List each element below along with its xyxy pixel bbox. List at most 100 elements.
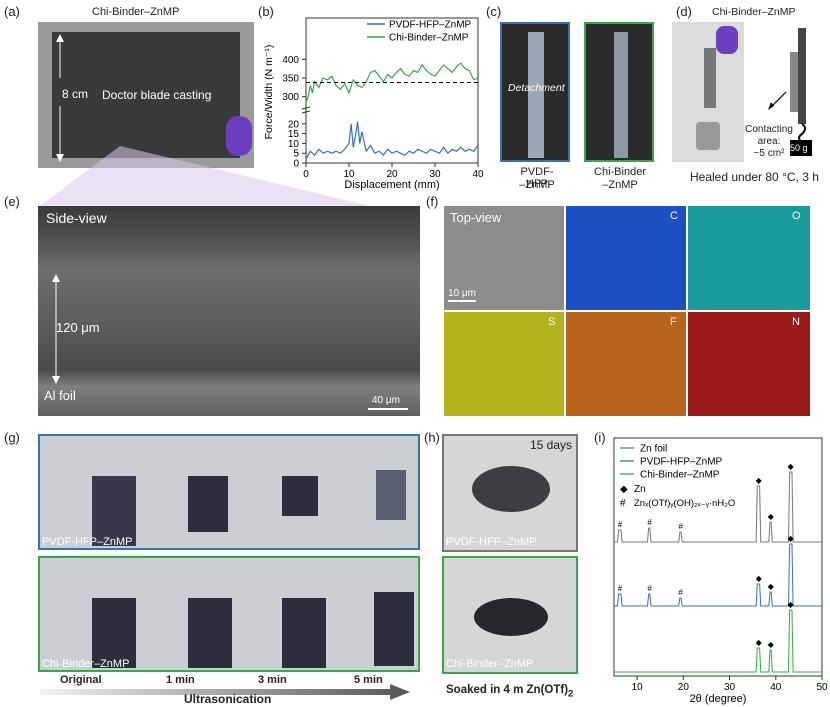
panel-d-weight: 50 g: [790, 143, 808, 153]
panel-a-caption: Doctor blade casting: [102, 88, 212, 102]
panel-d-heal: Healed under 80 °C, 3 h: [690, 170, 819, 184]
panel-g-top-caption: PVDF-HFP–ZnMP: [42, 536, 133, 548]
panel-a-label: (a): [4, 4, 20, 19]
xrd-zn-marker: ◆: [620, 484, 628, 495]
panel-f-map-c: [566, 206, 686, 310]
panel-c-cap1-l1: PVDF-HFP: [520, 166, 554, 190]
g-time-3: 5 min: [354, 674, 383, 686]
xrd-zn-peak-marker: ◆: [756, 638, 763, 647]
xrd-zn-peak-marker: ◆: [756, 476, 763, 485]
xrd-zn-peak-marker: ◆: [756, 574, 763, 583]
map-label-f: F: [670, 316, 677, 328]
panel-f-scale: 10 μm: [448, 288, 476, 299]
xrd-chi-trace: [614, 609, 822, 673]
xrd-xtick-label: 40: [770, 682, 782, 693]
ultrasonication-arrow: [40, 684, 410, 700]
panel-e-sem: [38, 206, 420, 416]
panel-d-photo: [672, 22, 744, 162]
xrd-pvdf-trace: [614, 543, 822, 607]
panel-g-label: (g): [4, 430, 20, 445]
xrd-hash-peak-marker: #: [647, 518, 652, 527]
panel-f-view: Top-view: [450, 210, 502, 225]
b-ytick-label: 350: [282, 74, 299, 85]
panel-a-title: Chi-Binder–ZnMP: [92, 6, 180, 18]
b-xtick-label: 40: [472, 169, 484, 180]
panel-c-detach: Detachment: [508, 82, 565, 94]
panel-h-days: 15 days: [530, 438, 573, 452]
panel-e-thick: 120 μm: [56, 320, 100, 335]
b-xtick-label: 20: [386, 169, 398, 180]
xrd-hash-peak-marker: #: [618, 520, 623, 529]
panel-e-foil: Al foil: [44, 388, 76, 403]
panel-d-area-l2: area:: [757, 136, 781, 147]
xrd-frame: [613, 437, 823, 677]
xrd-zn-text: Zn: [634, 484, 646, 495]
xrd-zn-trace: [614, 471, 822, 543]
series-pvdf-line: [305, 121, 479, 160]
b-axis-break: [301, 110, 311, 114]
xrd-hash-peak-marker: #: [678, 522, 683, 531]
b-xlabel: Displacement (mm): [344, 179, 439, 191]
xrd-zn-peak-marker: ◆: [787, 600, 794, 609]
panel-c-cap2-l1: Chi-Binder: [594, 166, 646, 178]
panel-f-label: (f): [426, 194, 439, 209]
map-label-c: C: [670, 210, 678, 222]
xrd-zn-peak-marker: ◆: [768, 582, 775, 591]
panel-f-map-s: [444, 312, 564, 416]
g-time-1: 1 min: [166, 674, 195, 686]
panel-d-area-l3: ~5 cm²: [753, 148, 785, 159]
xrd-hash-text: Znₓ(OTf)ᵧ(OH)₂ₓ₋ᵧ·nH₂O: [634, 498, 735, 509]
panel-g-chi-row: [38, 556, 420, 672]
legend-pvdf-text: PVDF-HFP–ZnMP: [389, 20, 472, 31]
panel-c-chi-photo: [584, 22, 654, 162]
zoom-cone: [40, 146, 370, 206]
xrd-hash-peak-marker: #: [647, 584, 652, 593]
panel-c-label: (c): [486, 4, 502, 19]
panel-g-arrow-label: Ultrasonication: [184, 692, 272, 706]
xrd-legend-chi: Chi-Binder–ZnMP: [640, 470, 720, 481]
xrd-hash-peak-marker: #: [678, 588, 683, 597]
xrd-xtick-label: 10: [632, 682, 644, 693]
b-xtick-label: 0: [303, 169, 309, 180]
xrd-zn-peak-marker: ◆: [787, 534, 794, 543]
panel-f-map-f: [566, 312, 686, 416]
panel-f-map-o: [688, 206, 810, 310]
xrd-legend-pvdf: PVDF-HFP–ZnMP: [640, 457, 723, 468]
b-axis-break: [301, 106, 311, 110]
panel-e-scalebar: [368, 408, 408, 410]
panel-d-label: (d): [676, 4, 692, 19]
b-xtick-label: 30: [429, 169, 441, 180]
xrd-xtick-label: 50: [816, 682, 828, 693]
panel-f-map-n: [688, 312, 810, 416]
panel-b-label: (b): [258, 4, 274, 19]
b-ytick-label: 400: [282, 55, 299, 66]
series-chi-line: [305, 62, 479, 103]
panel-d-area-l1: Contacting: [745, 124, 793, 135]
xrd-hash-marker: #: [620, 498, 626, 509]
panel-c-cap2-l2: –ZnMP: [602, 179, 638, 191]
panel-h-top-caption: PVDF-HFP–ZnMP: [446, 536, 537, 548]
panel-a-photo: [38, 22, 254, 168]
panel-i-chart: 10 20 30 40 50 # # # ◆ ◆ ◆ # # # ◆ ◆ ◆ ◆ ◆ ◆ Zn foil PVDF-…: [613, 437, 828, 705]
panel-h-pvdf-photo: [442, 434, 578, 552]
g-time-2: 3 min: [258, 674, 287, 686]
g-time-0: Original: [60, 674, 102, 686]
xrd-zn-peak-marker: ◆: [768, 512, 775, 521]
map-label-s: S: [548, 316, 556, 328]
panel-e-view: Side-view: [46, 210, 107, 226]
panel-h-chi-photo: [442, 556, 578, 674]
panel-g-pvdf-row: [38, 434, 420, 550]
b-ylabel: Force/Width (N m⁻¹): [263, 45, 275, 140]
b-ytick-label: 5: [293, 149, 299, 160]
panel-f-sem: [444, 206, 564, 310]
xrd-legend-zn: Zn foil: [640, 444, 667, 455]
xrd-zn-peak-marker: ◆: [787, 462, 794, 471]
panel-d-title: Chi-Binder–ZnMP: [712, 6, 796, 18]
panel-d-schematic: [768, 28, 812, 156]
b-ytick-label: 15: [288, 129, 300, 140]
b-ytick-label: 20: [288, 119, 300, 130]
b-ytick-label: 10: [288, 139, 300, 150]
panel-e-thick-arrow: [52, 274, 60, 384]
panel-h-label: (h): [424, 430, 440, 445]
